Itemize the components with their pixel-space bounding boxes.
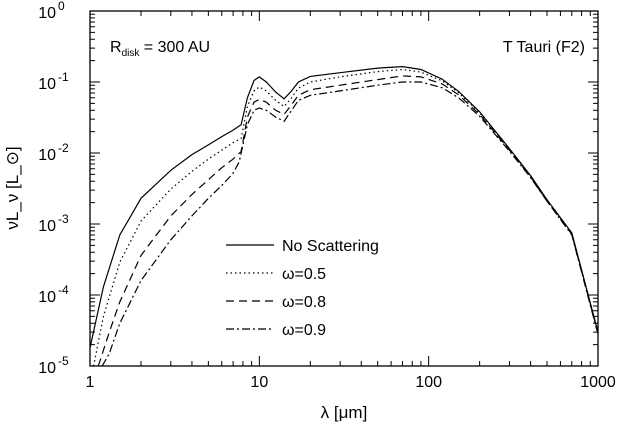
series-line <box>101 81 599 367</box>
y-tick-exponent: -4 <box>58 283 69 297</box>
y-tick-label: 10 <box>38 76 56 93</box>
source-annotation: T Tauri (F2) <box>503 39 585 56</box>
y-tick-label: 10 <box>38 289 56 306</box>
x-tick-label: 100 <box>415 374 442 391</box>
y-tick-exponent: -1 <box>58 70 69 84</box>
y-tick-label: 10 <box>38 360 56 377</box>
legend-label: ω=0.5 <box>282 266 326 283</box>
x-tick-label: 1 <box>86 374 95 391</box>
x-tick-label: 1000 <box>580 374 616 391</box>
tick-marks <box>89 11 598 367</box>
legend-label: ω=0.8 <box>282 294 326 311</box>
y-tick-exponent: -3 <box>58 212 69 226</box>
legend-label: ω=0.9 <box>282 322 326 339</box>
plot-frame <box>89 10 599 367</box>
legend: No Scattering ω=0.5 ω=0.8 ω=0.9 <box>226 238 379 339</box>
legend-label: No Scattering <box>282 238 379 255</box>
series-line <box>89 65 599 349</box>
y-tick-exponent: 0 <box>58 0 65 13</box>
y-axis-label: νL_ν [L_⊙] <box>3 146 22 229</box>
series-line <box>97 75 599 367</box>
y-tick-label: 10 <box>38 5 56 22</box>
series-line <box>93 68 599 367</box>
x-axis-label: λ [μm] <box>321 403 368 422</box>
y-tick-exponent: -2 <box>58 141 69 155</box>
y-tick-label: 10 <box>38 218 56 235</box>
y-tick-label: 10 <box>38 147 56 164</box>
y-tick-exponent: -5 <box>58 354 69 368</box>
disk-radius-annotation: Rdisk = 300 AU <box>110 39 210 59</box>
x-tick-label: 10 <box>250 374 268 391</box>
series-lines <box>89 65 599 367</box>
